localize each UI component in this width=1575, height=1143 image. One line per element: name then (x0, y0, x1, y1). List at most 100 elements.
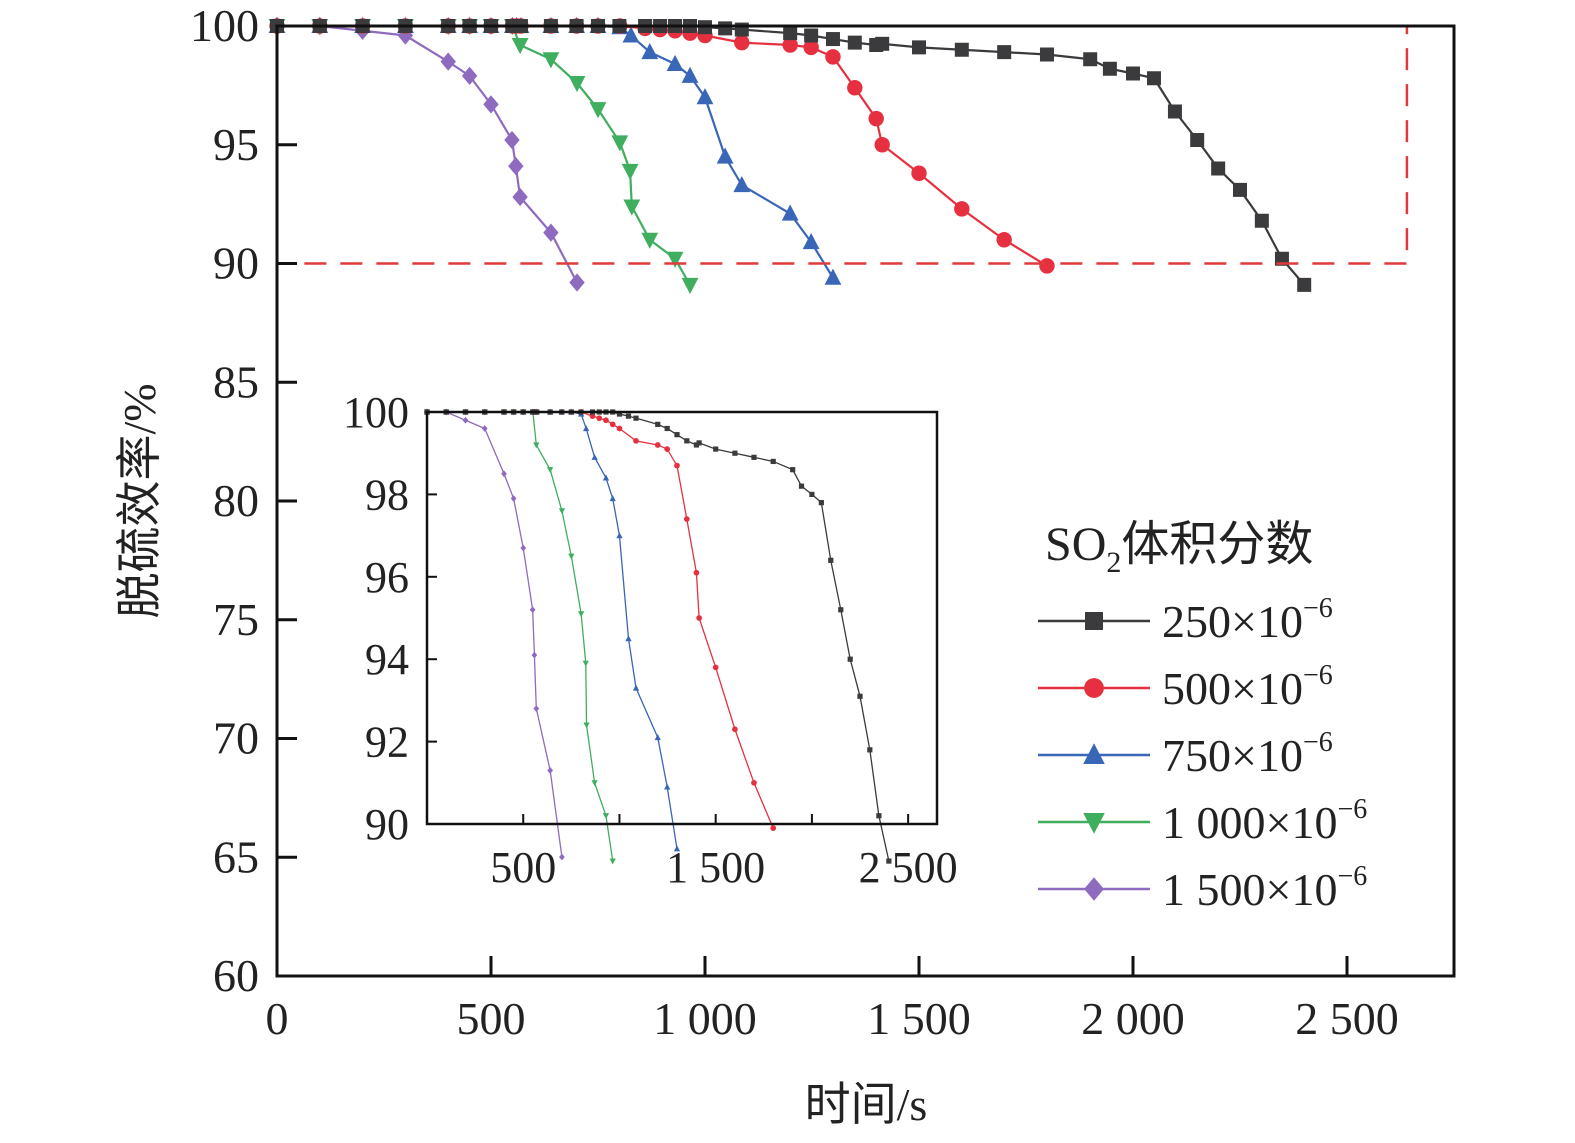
inset-data-point (790, 467, 796, 473)
inset-y-tick-label: 90 (365, 800, 409, 849)
inset-data-point (828, 557, 834, 563)
y-tick-label: 75 (213, 594, 259, 645)
inset-background (427, 412, 937, 824)
inset-x-tick-label: 2 500 (859, 843, 958, 892)
inset-data-point (529, 606, 536, 614)
data-point (734, 34, 750, 51)
inset-data-point (684, 438, 690, 444)
data-point (783, 26, 798, 41)
data-point (1126, 66, 1140, 81)
inset-data-point (664, 783, 671, 790)
inset-data-point (751, 779, 757, 786)
legend-label: 250×10−6 (1162, 593, 1333, 647)
inset-data-point (559, 853, 565, 861)
inset-data-point (673, 845, 681, 852)
series-0 (269, 16, 585, 292)
inset-data-point (655, 421, 661, 427)
inset-data-point (583, 722, 590, 729)
inset-data-point (616, 425, 623, 432)
data-point (461, 66, 478, 85)
inset-data-point (583, 425, 590, 432)
inset-data-point (602, 474, 610, 481)
inset-data-point (664, 446, 671, 452)
data-point (1211, 161, 1226, 176)
series-3 (269, 18, 1055, 274)
data-point (997, 45, 1012, 60)
data-point (911, 165, 927, 181)
inset-data-point (462, 416, 469, 424)
data-point (611, 135, 629, 152)
inset-data-point (568, 553, 575, 560)
inset-data-point (501, 470, 507, 478)
data-point (1146, 71, 1161, 86)
inset-series-line (427, 411, 563, 858)
x-tick-label: 2 000 (1081, 993, 1185, 1044)
legend-marker (1084, 678, 1104, 698)
inset-frame (425, 410, 939, 826)
legend-marker (1085, 612, 1103, 630)
legend-label: 750×10−6 (1162, 727, 1333, 781)
data-point (868, 110, 884, 127)
y-tick-label: 65 (213, 831, 259, 882)
data-point (666, 54, 684, 71)
data-point (504, 130, 520, 150)
data-point (733, 176, 751, 193)
inset-y-tick-label: 98 (365, 470, 409, 519)
legend-label: 500×10−6 (1162, 660, 1333, 714)
inset-data-point (713, 446, 719, 452)
data-point (622, 26, 640, 43)
data-point (803, 39, 819, 56)
x-tick-label: 500 (457, 993, 526, 1044)
legend-entry: 250×10−6 (1038, 593, 1333, 647)
data-point (508, 157, 524, 176)
legend-entry: 750×10−6 (1038, 727, 1333, 781)
y-tick-label: 80 (213, 475, 259, 526)
inset-data-point (712, 664, 719, 671)
inset-data-point (732, 450, 738, 456)
inset-data-point (696, 440, 702, 446)
data-point (1102, 61, 1117, 76)
inset-data-point (602, 813, 610, 820)
inset-data-point (809, 491, 815, 497)
data-point (1167, 104, 1182, 119)
inset-data-point (520, 544, 527, 552)
series-line (277, 24, 1048, 267)
inset-data-point (674, 432, 680, 438)
data-point (1254, 213, 1269, 228)
data-point (781, 204, 799, 221)
y-tick-label: 70 (213, 713, 259, 764)
inset-data-point (547, 767, 554, 774)
data-point (804, 28, 819, 43)
inset-data-point (654, 442, 661, 448)
series-1 (268, 19, 699, 294)
data-point (666, 251, 684, 268)
data-point (696, 88, 714, 105)
inset-data-point (633, 437, 639, 444)
legend-label: 1 000×10−6 (1162, 794, 1367, 848)
data-point (825, 49, 841, 65)
series-line (277, 24, 1306, 286)
inset-data-point (632, 684, 640, 691)
inset-data-point (533, 442, 540, 449)
inset-data-point (847, 656, 853, 662)
data-point (511, 38, 529, 55)
inset-data-point (616, 532, 623, 539)
data-point (1233, 182, 1247, 197)
data-point (875, 36, 890, 51)
data-point (542, 52, 560, 69)
inset-x-tick-label: 1 500 (666, 843, 765, 892)
data-point (589, 102, 607, 119)
data-point (568, 76, 586, 93)
inset-data-point (625, 635, 632, 642)
x-tick-label: 0 (266, 993, 289, 1044)
legend-marker (1083, 743, 1105, 764)
data-point (716, 147, 734, 164)
data-point (569, 273, 585, 292)
inset-data-point (558, 508, 566, 515)
data-point (641, 232, 659, 249)
data-point (718, 21, 733, 36)
inset-data-point (838, 607, 844, 613)
legend-title: SO2体积分数 (1045, 518, 1313, 579)
data-point (1297, 277, 1312, 292)
inset-x-tick-label: 500 (490, 843, 556, 892)
